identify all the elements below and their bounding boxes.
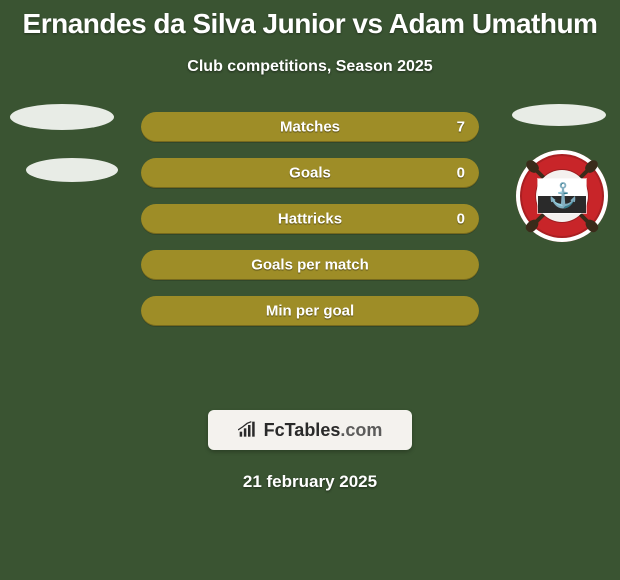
comparison-area: Matches 7 Goals 0 Hattricks 0 Goals per match M… [0, 112, 620, 372]
stat-bar-stack: Matches 7 Goals 0 Hattricks 0 Goals per match M… [141, 112, 479, 326]
chart-icon [238, 421, 258, 439]
brand-text: FcTables.com [264, 420, 383, 441]
brand-name: FcTables [264, 420, 341, 440]
stat-bar-label: Matches [280, 119, 340, 136]
stat-bar-label: Hattricks [278, 211, 342, 228]
badge-center: ⚓ [536, 170, 588, 222]
stat-bar: Goals per match [141, 250, 479, 280]
stat-bar: Goals 0 [141, 158, 479, 188]
page-title: Ernandes da Silva Junior vs Adam Umathum [0, 0, 620, 40]
stat-bar-label: Goals [289, 165, 331, 182]
stat-bar-value: 0 [457, 211, 465, 228]
subtitle: Club competitions, Season 2025 [0, 58, 620, 76]
anchor-icon: ⚓ [548, 182, 576, 211]
stat-bar: Matches 7 [141, 112, 479, 142]
stat-bar-value: 7 [457, 119, 465, 136]
brand-tld: .com [340, 420, 382, 440]
date-text: 21 february 2025 [0, 472, 620, 492]
brand-link[interactable]: FcTables.com [208, 410, 412, 450]
stat-bar: Hattricks 0 [141, 204, 479, 234]
stat-bar-label: Goals per match [251, 257, 369, 274]
ellipse-shape [10, 104, 114, 130]
club-badge: ⚓ [516, 150, 608, 242]
ellipse-shape [512, 104, 606, 126]
stat-bar-value: 0 [457, 165, 465, 182]
infographic-card: Ernandes da Silva Junior vs Adam Umathum… [0, 0, 620, 580]
stat-bar: Min per goal [141, 296, 479, 326]
ellipse-shape [26, 158, 118, 182]
stat-bar-label: Min per goal [266, 303, 354, 320]
